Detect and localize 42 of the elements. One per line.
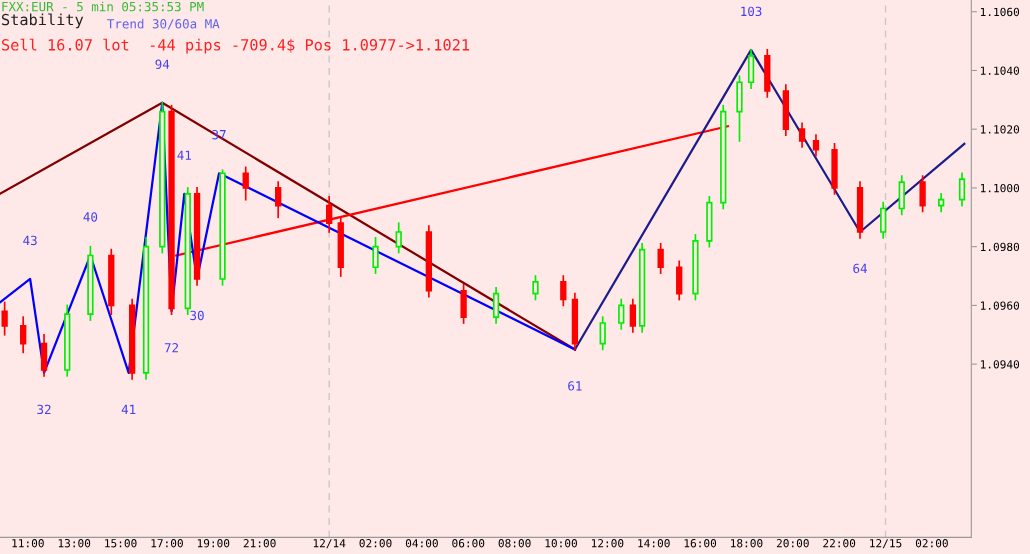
- y-tick-label: 1.0980: [980, 242, 1020, 252]
- y-tick-label: 1.1060: [980, 7, 1020, 17]
- y-tick-label: 1.1000: [980, 183, 1020, 193]
- annotation: 32: [37, 404, 51, 415]
- annotation: 61: [568, 381, 582, 391]
- annotation: 43: [23, 235, 37, 246]
- text: Stability: [2, 13, 84, 29]
- y-tick-label: 1.1040: [980, 66, 1020, 75]
- annotation: 64: [853, 263, 867, 274]
- annotation: 72: [164, 342, 178, 353]
- x-tick-label: 18:00: [731, 539, 763, 548]
- x-tick-label: 22:00: [823, 539, 856, 548]
- chart-title: FXX:EUR - 5 min 05:35:53 PM: [2, 1, 204, 12]
- x-tick-label: 12:00: [591, 539, 624, 548]
- x-tick-label: 06:00: [452, 539, 485, 548]
- y-tick-label: 1.0960: [980, 301, 1020, 310]
- annotation: Sell 16.07 lot -44 pips -709.4$ Pos 1.0977->1.1021: [2, 38, 470, 54]
- x-tick-label: 13:00: [58, 539, 91, 548]
- x-tick-label: 15:00: [105, 539, 137, 548]
- annotation: 94: [155, 59, 170, 69]
- annotation: Trend 30/60a MA: [107, 18, 220, 30]
- annotation: 41: [121, 404, 136, 414]
- x-tick-label: 10:00: [545, 539, 577, 548]
- x-tick-label: 17:00: [151, 539, 183, 548]
- x-tick-label: 11:00: [12, 539, 44, 548]
- y-tick-label: 1.1020: [980, 125, 1020, 134]
- annotation: 103: [741, 6, 762, 17]
- x-tick-label: 12/14: [313, 539, 346, 549]
- x-tick-label: 08:00: [498, 539, 531, 548]
- annotation: 40: [83, 212, 98, 222]
- x-tick-label: 16:00: [684, 539, 717, 548]
- x-tick-label: 12/15: [870, 539, 902, 549]
- x-tick-label: 02:00: [359, 539, 392, 548]
- annotation: 30: [190, 310, 204, 321]
- x-tick-label: 04:00: [405, 539, 438, 548]
- x-tick-label: 02:00: [915, 539, 948, 548]
- x-tick-label: 21:00: [243, 539, 276, 548]
- y-tick-label: 1.0940: [980, 360, 1020, 369]
- x-tick-label: 14:00: [638, 539, 670, 548]
- x-tick-label: 20:00: [776, 539, 809, 548]
- x-tick-label: 19:00: [197, 539, 230, 548]
- annotation: 41: [177, 150, 191, 160]
